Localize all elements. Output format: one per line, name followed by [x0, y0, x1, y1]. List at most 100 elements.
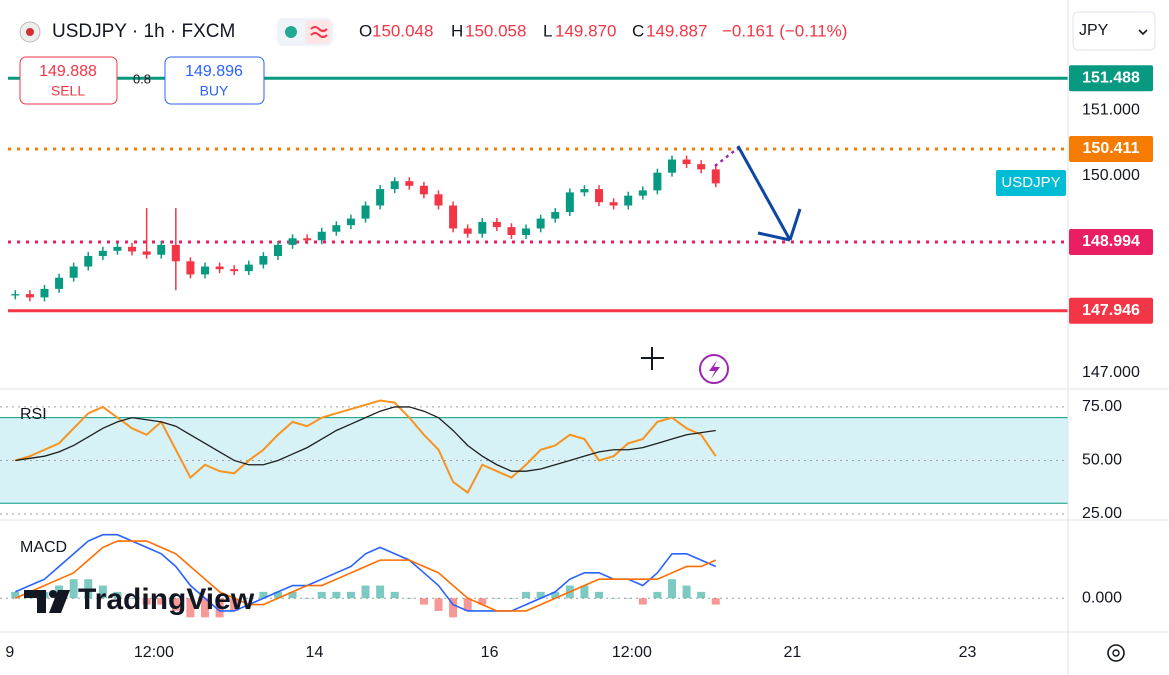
histogram-bar [128, 598, 137, 599]
histogram-bar [230, 598, 239, 611]
candle-body [40, 288, 49, 298]
histogram-bar [449, 598, 458, 618]
ohlc-value: 150.058 [465, 21, 526, 40]
candle-body [69, 266, 78, 278]
histogram-bar [536, 591, 545, 599]
histogram-bar [142, 598, 151, 605]
histogram-bar [405, 598, 414, 599]
candle-body [595, 189, 604, 203]
watermark-logo [24, 590, 70, 613]
price-level-label: 151.488 [1082, 69, 1140, 86]
histogram-bar [609, 598, 618, 599]
candle-body [25, 294, 34, 298]
histogram-bar [595, 591, 604, 599]
currency: JPY [1079, 22, 1109, 39]
histogram-bar [171, 598, 180, 611]
candle-body [98, 250, 107, 257]
candle-body [346, 218, 355, 226]
histogram-bar [638, 598, 647, 605]
watermark: TradingView [78, 583, 255, 616]
candle-body [201, 266, 210, 275]
ohlc-key: L [543, 21, 552, 40]
histogram-bar [667, 579, 676, 599]
candle-body [653, 172, 662, 191]
histogram-bar [288, 591, 297, 599]
histogram-bar [551, 591, 560, 599]
y-tick-label: 151.000 [1082, 102, 1140, 119]
ohlc-key: O [359, 21, 372, 40]
histogram-bar [157, 598, 166, 605]
candle-body [84, 256, 93, 267]
candle-body [522, 228, 531, 236]
candle-body [580, 189, 589, 193]
histogram-bar [463, 598, 472, 611]
ohlc-value: 149.870 [555, 21, 616, 40]
ohlc-key: H [451, 21, 463, 40]
price-level-label: 148.994 [1082, 233, 1140, 250]
currency-select[interactable] [1072, 11, 1156, 51]
histogram-bar [682, 585, 691, 599]
histogram-bar [201, 598, 210, 618]
crosshair [641, 347, 664, 370]
y-tick-label: 150.000 [1082, 167, 1140, 184]
candle-body [244, 264, 253, 272]
symbol[interactable]: USDJPY · 1h · FXCM [52, 21, 235, 42]
candle-body [171, 244, 180, 262]
price-level-tag [1069, 135, 1153, 162]
candle-body [390, 181, 399, 190]
candle-body [536, 218, 545, 229]
histogram-bar [492, 598, 501, 599]
ohlc-value: 149.887 [646, 21, 707, 40]
settings-icon[interactable] [1107, 644, 1125, 662]
candle-body [492, 221, 501, 228]
candle-body [434, 194, 443, 206]
status-icon [310, 26, 328, 38]
y-tick-label: 75.00 [1082, 398, 1122, 415]
histogram-bar [98, 585, 107, 599]
symbol-tag-label: USDJPY [1001, 174, 1060, 191]
y-tick-label: 0.000 [1082, 589, 1122, 606]
candle-body [609, 202, 618, 206]
x-tick-label: 12:00 [612, 644, 652, 661]
candle-body [317, 231, 326, 241]
ohlc-key: C [632, 21, 644, 40]
histogram-bar [390, 591, 399, 599]
market-open [285, 26, 297, 38]
candle-body [624, 195, 633, 206]
chevron [1138, 29, 1148, 36]
price-level-label: 147.946 [1082, 302, 1140, 319]
candle-body [186, 261, 195, 275]
histogram-bar [434, 598, 443, 611]
candle-body [463, 228, 472, 234]
histogram-bar [69, 579, 78, 599]
candle-body [419, 185, 428, 195]
buy-button[interactable] [164, 56, 265, 105]
histogram-bar [361, 585, 370, 599]
settings-icon-core [1112, 649, 1120, 657]
candle-body [405, 181, 414, 186]
y-tick-label: 50.00 [1082, 452, 1122, 469]
alert-bolt [709, 360, 720, 379]
sell-button[interactable] [19, 56, 118, 105]
candle-body [273, 244, 282, 257]
sell-price: 149.888 [39, 63, 97, 80]
candle-body [230, 269, 239, 272]
candle-body [259, 256, 268, 265]
candle-body [332, 225, 341, 232]
histogram-bar [653, 591, 662, 599]
ohlc-value: 150.048 [372, 21, 433, 40]
y-tick-label: 147.000 [1082, 364, 1140, 381]
candle-body [711, 169, 720, 184]
price-level-tag [1069, 297, 1153, 324]
buy-price: 149.896 [185, 63, 243, 80]
x-tick-label: 16 [481, 644, 499, 661]
pane-label: RSI [20, 406, 47, 423]
x-tick-label: 21 [783, 644, 801, 661]
candle-body [288, 238, 297, 245]
candle-body [478, 221, 487, 234]
histogram-bar [215, 598, 224, 618]
histogram-bar [113, 591, 122, 599]
histogram-bar [522, 591, 531, 599]
candle-body [551, 212, 560, 219]
